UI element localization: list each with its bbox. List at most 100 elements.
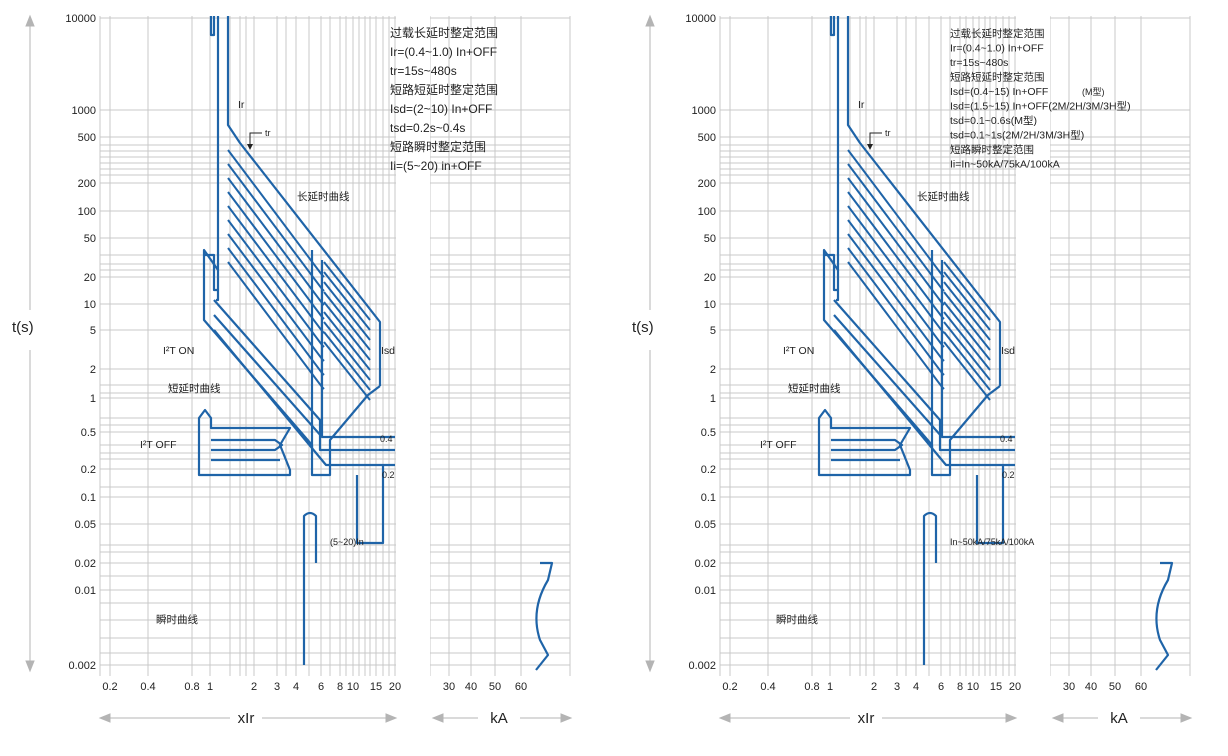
kA-tick-label: 40 [465,681,477,693]
axis-break [1016,16,1050,676]
kA-tick-label: 60 [515,681,527,693]
hatch-line [847,261,945,390]
x-tick-label: 10 [347,681,359,693]
kA-tick-label: 50 [489,681,501,693]
instant-right [355,465,385,545]
hatch-line [943,291,991,351]
band-left-step [836,270,840,302]
short-delay-label: 短延时曲线 [788,382,841,395]
hatch-line [943,311,991,371]
hatch-line [847,149,945,278]
ir-kink [204,253,218,292]
kA-tick-label: 40 [1085,681,1097,693]
hatch-line [323,331,371,391]
isd-label: Isd [1001,345,1015,357]
y-tick-label: 0.5 [81,427,96,439]
hatch-line [847,219,945,348]
x-tick-label: 4 [293,681,299,693]
x-axis-title: xIr [238,710,255,727]
instant-left [922,511,938,665]
x-tick-label: 15 [990,681,1002,693]
hatch-line [847,163,945,292]
hatch-line [323,321,371,381]
instant-range-label: In~50kA/75kA/100kA [950,537,1034,547]
value-0.4-label: 0.4 [380,434,393,444]
kA-tick-label: 30 [1063,681,1075,693]
y-tick-label: 0.02 [75,558,96,570]
kA-curve [535,561,554,671]
i2t-off-inner [211,438,284,452]
y-tick-label: 50 [704,233,716,245]
hatch-line [227,247,325,376]
y-tick-label: 200 [78,178,96,190]
hatch-line [943,281,991,341]
y-tick-label: 500 [698,132,716,144]
y-tick-label: 100 [78,206,96,218]
y-tick-label: 5 [710,325,716,337]
tr-label: tr [265,128,271,138]
i2t-off-inner [831,438,904,452]
i2t-off-label: I²T OFF [760,439,797,451]
hatch-line [323,261,371,321]
ir-label: Ir [238,99,245,111]
hatch-line [323,271,371,331]
y-tick-label: 500 [78,132,96,144]
x-tick-label: 3 [894,681,900,693]
x-tick-label: 2 [251,681,257,693]
x-tick-label: 8 [337,681,343,693]
ir-curve-left [209,16,216,37]
hatch [847,149,991,401]
y-tick-label: 100 [698,206,716,218]
hatch-line [227,191,325,320]
y-tick-label: 1 [90,393,96,405]
y-tick-label: 20 [84,272,96,284]
y-tick-label: 2 [710,364,716,376]
y-tick-label: 200 [698,178,716,190]
y-axis-title: t(s) [12,319,34,336]
hatch-line [943,261,991,321]
legend-line: tr=15s~480s [390,64,457,78]
legend-extra: (M型) [1082,87,1105,97]
legend-line: Isd=(1.5~15) In+OFF(2M/2H/3M/3H型) [950,100,1131,113]
y-tick-label: 10000 [685,13,716,25]
legend-line: tsd=0.1~0.6s(M型) [950,114,1037,127]
legend-line: Ii=In~50kA/75kA/100kA [950,159,1060,171]
legend-line: tr=15s~480s [950,57,1008,69]
hatch-line [847,233,945,362]
x-tick-label: 8 [957,681,963,693]
legend-line: Isd=(0.4~15) In+OFF [950,86,1048,98]
short-delay-02 [213,329,395,467]
instant-left [302,511,318,665]
x-tick-label: 3 [274,681,280,693]
y-tick-label: 0.002 [688,660,716,672]
hatch-line [227,163,325,292]
long-delay-lower-edge [822,16,1001,477]
hatch-line [943,341,991,401]
axis-break [396,16,430,676]
value-0.2-label: 0.2 [1002,470,1015,480]
long-delay-label: 长延时曲线 [297,190,350,203]
arrowhead [385,713,398,723]
x-tick-label: 10 [967,681,979,693]
y-tick-label: 0.05 [75,519,96,531]
y-tick-label: 10 [84,299,96,311]
x-tick-label: 1 [207,681,213,693]
hatch-line [943,331,991,391]
y-tick-label: 2 [90,364,96,376]
kA-axis-title: kA [490,710,508,727]
hatch-line [323,281,371,341]
hatch-line [227,261,325,390]
hatch-line [943,301,991,361]
tr-label: tr [885,128,891,138]
legend-line: 过载长延时整定范围 [390,25,498,40]
tr-pointer [249,132,262,147]
x-tick-label: 20 [1009,681,1021,693]
legend-line: Ir=(0.4~1.0) In+OFF [390,45,497,59]
long-delay-label: 长延时曲线 [917,190,970,203]
x-tick-label: 0.2 [722,681,737,693]
arrowhead [25,660,35,673]
curves [197,16,554,671]
x-tick-label: 1 [827,681,833,693]
